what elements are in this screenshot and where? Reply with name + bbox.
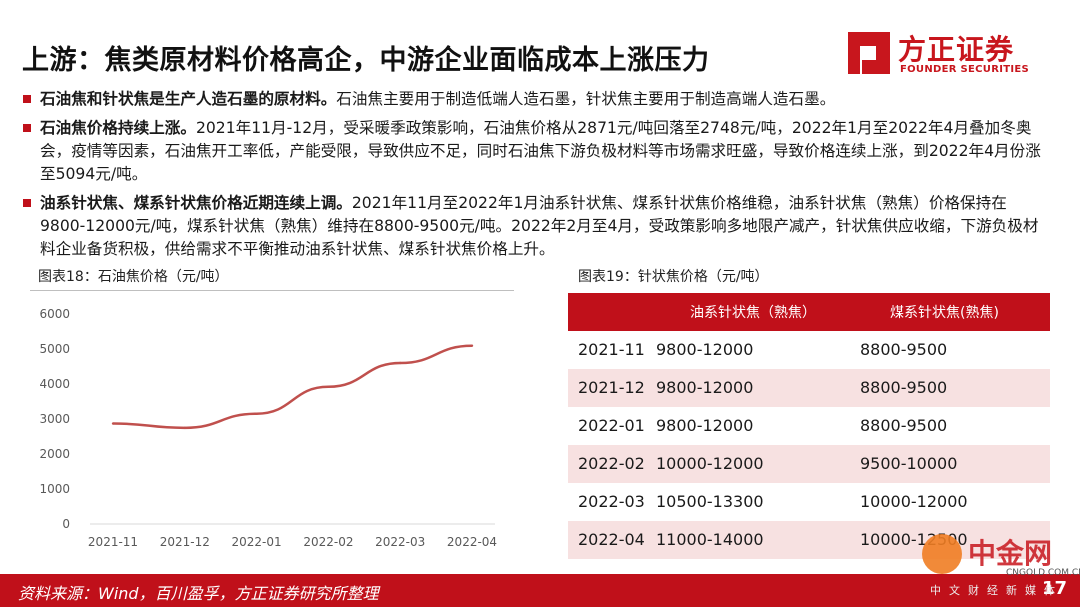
table-cell: 10000-12000	[656, 454, 764, 473]
table-cell: 9500-10000	[860, 454, 958, 473]
x-tick-label: 2022-02	[303, 535, 353, 549]
table-cell: 8800-9500	[860, 416, 948, 435]
bullet-square-icon	[23, 124, 31, 132]
x-tick-label: 2022-04	[447, 535, 497, 549]
table-cell: 2022-04	[578, 530, 645, 549]
page-title: 上游：焦类原材料价格高企，中游企业面临成本上涨压力	[22, 45, 710, 76]
x-tick-label: 2021-12	[160, 535, 210, 549]
table-cell: 8800-9500	[860, 340, 948, 359]
x-tick-label: 2022-01	[232, 535, 282, 549]
x-tick-label: 2021-11	[88, 535, 138, 549]
petroleum-coke-chart-panel: 0 1000 2000 3000 4000 5000 6000 2021-11 2021-12 2…	[30, 290, 514, 561]
logo-text-cn: 方正证券	[898, 33, 1015, 66]
table-row: 2021-12 9800-12000 8800-9500	[568, 369, 1050, 407]
table-cell: 8800-9500	[860, 378, 948, 397]
table-caption: 图表19：针状焦价格（元/吨）	[578, 269, 769, 285]
table-header-cell: 煤系针状焦(熟焦)	[890, 305, 999, 321]
table-cell: 10500-13300	[656, 492, 764, 511]
watermark-text-en: CNGOLD.COM.CN	[1006, 568, 1080, 578]
price-series-line	[112, 344, 473, 430]
y-tick-label: 2000	[39, 447, 70, 461]
table-row: 2022-01 9800-12000 8800-9500	[568, 407, 1050, 445]
table-row: 2021-11 9800-12000 8800-9500	[568, 331, 1050, 369]
bullet-item: 石油焦和针状焦是生产人造石墨的原材料。石油焦主要用于制造低端人造石墨，针状焦主要…	[23, 88, 1050, 111]
y-tick-label: 4000	[39, 377, 70, 391]
table-cell: 9800-12000	[656, 416, 754, 435]
table-cell: 9800-12000	[656, 378, 754, 397]
y-tick-label: 3000	[39, 412, 70, 426]
y-tick-label: 0	[62, 517, 70, 531]
y-tick-label: 5000	[39, 342, 70, 356]
chart-caption: 图表18：石油焦价格（元/吨）	[38, 269, 229, 285]
table-header-cell: 油系针状焦（熟焦）	[690, 305, 816, 321]
watermark-subtitle: 中文财经新媒体	[930, 584, 1063, 597]
bullet-square-icon	[23, 95, 31, 103]
table-row: 2022-02 10000-12000 9500-10000	[568, 445, 1050, 483]
bullet-item: 油系针状焦、煤系针状焦价格近期连续上调。2021年11月至2022年1月油系针状…	[23, 192, 1050, 261]
bullet-square-icon	[23, 199, 31, 207]
bullet-text: 2021年11月至2022年1月油系针状焦、煤系针状焦价格维稳，油系针状焦（熟焦…	[40, 194, 1039, 258]
logo-text-en: FOUNDER SECURITIES	[900, 64, 1030, 75]
table-cell: 11000-14000	[656, 530, 764, 549]
table-cell: 2022-03	[578, 492, 645, 511]
table-cell: 10000-12000	[860, 492, 968, 511]
table-cell: 9800-12000	[656, 340, 754, 359]
table-row: 2022-03 10500-13300 10000-12000	[568, 483, 1050, 521]
bullet-item: 石油焦价格持续上涨。2021年11月-12月，受采暖季政策影响，石油焦价格从28…	[23, 117, 1050, 186]
petroleum-coke-line-chart: 0 1000 2000 3000 4000 5000 6000 2021-11 2021-12 2…	[39, 307, 497, 549]
table-row: 2022-04 11000-14000 10000-12500	[568, 521, 1050, 559]
watermark-text-cn: 中金网	[968, 537, 1053, 570]
table-cell: 2021-12	[578, 378, 645, 397]
cngold-watermark: 中金网 CNGOLD.COM.CN 中文财经新媒体	[920, 532, 1080, 602]
y-tick-label: 6000	[39, 307, 70, 321]
table-cell: 2021-11	[578, 340, 645, 359]
founder-logo-icon	[848, 32, 890, 74]
y-tick-label: 1000	[39, 482, 70, 496]
data-point	[183, 426, 186, 430]
cngold-logo-icon	[922, 534, 962, 574]
needle-coke-price-table: 油系针状焦（熟焦） 煤系针状焦(熟焦) 2021-11 9800-12000 8…	[568, 293, 1050, 559]
founder-logo: 方正证券 FOUNDER SECURITIES	[848, 30, 1030, 80]
data-point	[327, 385, 330, 388]
data-point	[399, 361, 402, 365]
table-cell: 2022-01	[578, 416, 645, 435]
bullet-text: 石油焦主要用于制造低端人造石墨，针状焦主要用于制造高端人造石墨。	[336, 90, 836, 108]
table-cell: 2022-02	[578, 454, 645, 473]
bullet-lead: 石油焦价格持续上涨。	[40, 119, 196, 137]
bullet-text: 2021年11月-12月，受采暖季政策影响，石油焦价格从2871元/吨回落至27…	[40, 119, 1041, 183]
bullet-lead: 石油焦和针状焦是生产人造石墨的原材料。	[40, 90, 337, 108]
table-header-row: 油系针状焦（熟焦） 煤系针状焦(熟焦)	[568, 293, 1050, 331]
data-point	[470, 344, 474, 347]
source-note: 资料来源：Wind，百川盈孚，方正证券研究所整理	[18, 584, 379, 603]
data-point	[255, 412, 258, 415]
footer-bar: 资料来源：Wind，百川盈孚，方正证券研究所整理 17	[0, 574, 1080, 607]
data-point	[111, 422, 115, 425]
bullet-list: 石油焦和针状焦是生产人造石墨的原材料。石油焦主要用于制造低端人造石墨，针状焦主要…	[23, 88, 1050, 267]
x-tick-label: 2022-03	[375, 535, 425, 549]
page-number: 17	[1042, 578, 1068, 599]
bullet-lead: 油系针状焦、煤系针状焦价格近期连续上调。	[40, 194, 352, 212]
